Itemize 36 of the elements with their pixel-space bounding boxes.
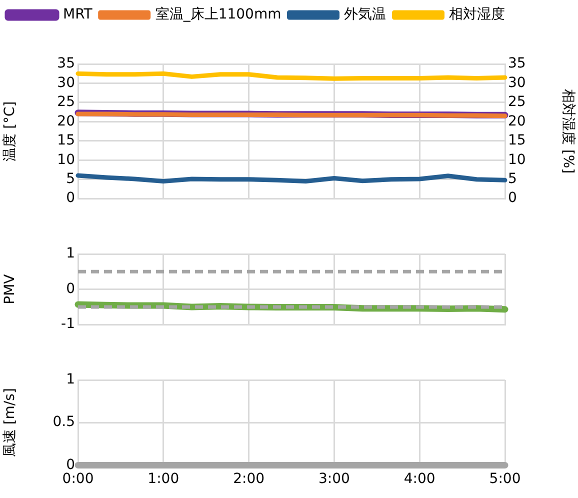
y-tick-label: 25 bbox=[57, 94, 75, 110]
legend-label: 室温_床上1100mm bbox=[155, 6, 282, 23]
y2-tick-label: 10 bbox=[508, 152, 526, 168]
y2-tick-label: 15 bbox=[508, 132, 526, 149]
y-tick-label: 20 bbox=[57, 113, 75, 130]
y2-tick-label: 0 bbox=[508, 190, 517, 206]
y-tick-label: 15 bbox=[57, 132, 75, 149]
y-axis-title: 風速 [m/s] bbox=[2, 388, 18, 458]
y-tick-label: 1 bbox=[66, 246, 75, 262]
legend-label: MRT bbox=[63, 6, 93, 23]
y-tick-label: 0 bbox=[66, 456, 75, 473]
y2-tick-label: 35 bbox=[508, 56, 526, 72]
legend-label: 相対湿度 bbox=[449, 6, 506, 23]
y-tick-label: 30 bbox=[57, 74, 75, 91]
x-tick-label: 1:00 bbox=[148, 471, 180, 488]
y-tick-label: -1 bbox=[61, 316, 75, 332]
y-tick-label: 35 bbox=[57, 56, 75, 72]
y-tick-label: 5 bbox=[66, 171, 75, 188]
x-tick-label: 5:00 bbox=[489, 471, 521, 488]
legend-label: 外気温 bbox=[344, 6, 386, 23]
x-tick-label: 0:00 bbox=[62, 471, 94, 488]
y2-tick-label: 30 bbox=[508, 74, 526, 91]
y-tick-label: 1 bbox=[66, 372, 75, 388]
y2-tick-label: 25 bbox=[508, 94, 526, 110]
y2-tick-label: 20 bbox=[508, 113, 526, 130]
y-axis-title: PMV bbox=[2, 274, 18, 304]
y-axis-title: 温度 [°C] bbox=[2, 101, 18, 162]
y-tick-label: 0 bbox=[66, 190, 75, 206]
x-tick-label: 3:00 bbox=[318, 471, 350, 488]
y-tick-label: 10 bbox=[57, 152, 75, 168]
y2-axis-title: 相対湿度 [%] bbox=[560, 88, 576, 174]
x-tick-label: 4:00 bbox=[404, 471, 436, 488]
y-tick-label: 0.5 bbox=[52, 414, 75, 430]
x-tick-label: 2:00 bbox=[233, 471, 265, 488]
y-tick-label: 0 bbox=[66, 280, 75, 297]
y2-tick-label: 5 bbox=[508, 171, 517, 188]
